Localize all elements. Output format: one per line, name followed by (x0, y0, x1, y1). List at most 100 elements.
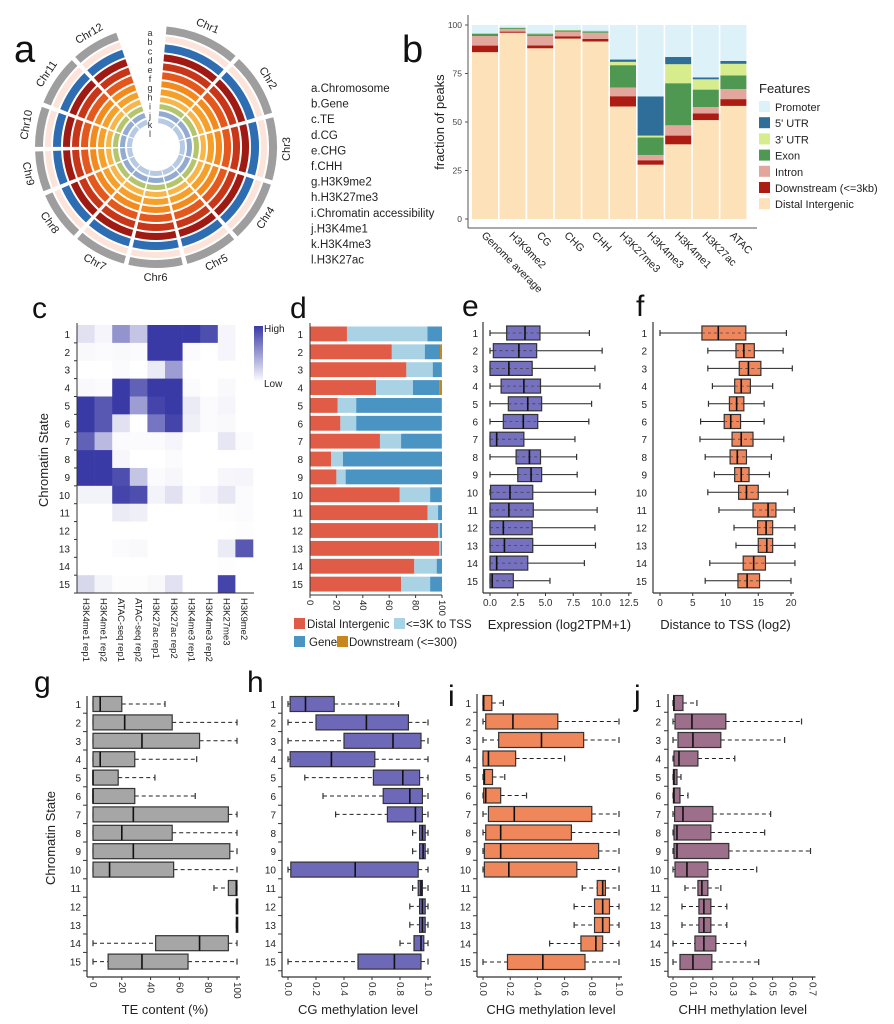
row-label: 1 (270, 700, 276, 711)
x-tick-label: 0.4 (338, 982, 349, 996)
box (502, 413, 539, 430)
bar-segment-intron (582, 32, 609, 39)
heatmap-cell (217, 432, 236, 451)
heatmap-cell (129, 325, 148, 344)
circos-track-g-chr7 (113, 192, 141, 211)
bar-segment-gene (440, 540, 442, 556)
chromosome-label: Chr1 (194, 16, 221, 36)
row-label: 3 (270, 737, 276, 748)
bar-segment-downstream-3kb- (665, 135, 692, 145)
bar-segment--3k-to-tss (401, 576, 431, 592)
bar-segment-intron (499, 28, 526, 32)
row-label: 11 (461, 884, 472, 895)
circos-track-h-chr3 (205, 132, 215, 163)
row-label: 13 (265, 921, 277, 932)
heatmap-cell (200, 360, 219, 379)
heatmap-cell (235, 467, 254, 487)
box (672, 694, 684, 712)
row-label: 4 (641, 382, 647, 393)
row-label: 7 (655, 810, 661, 821)
circos-track-e-chr4 (207, 171, 236, 210)
circos-track-l-chr5 (162, 165, 175, 176)
row-label: 3 (297, 366, 303, 377)
bar-segment-distal-intergenic (310, 326, 347, 342)
heatmap-cell (182, 378, 201, 397)
bar-segment-downstream-3kb- (610, 96, 636, 107)
bar-segment-gene (356, 397, 442, 413)
bar-segment-exon (720, 75, 747, 90)
heatmap-cell (129, 539, 148, 558)
bar-segment-exon (527, 34, 554, 37)
circos-track-f-chr11 (86, 93, 109, 123)
bar-segment--3k-to-tss (346, 326, 428, 342)
heatmap-cell (217, 467, 236, 487)
row-label: 7 (472, 435, 478, 446)
bar-segment-downstream-3kb- (582, 38, 609, 42)
row-label: 9 (465, 847, 471, 858)
row-label: 14 (292, 562, 304, 573)
box (289, 695, 335, 713)
circos-track-j-chr9 (113, 148, 121, 163)
heatmap-cell (112, 432, 131, 451)
heatmap-cell (77, 378, 95, 397)
box (92, 732, 201, 749)
circos-track-k-chr2 (177, 120, 191, 139)
circos-track-j-chr7 (128, 175, 146, 189)
heatmap-cell (112, 503, 131, 522)
legend-swatch (394, 618, 405, 629)
x-tick-label: CHG (562, 230, 587, 255)
track-letter: l (149, 129, 151, 139)
heatmap-cell (182, 360, 201, 379)
row-label: 12 (650, 903, 662, 914)
heatmap-cell (112, 450, 131, 469)
circos-track-b-chr2 (228, 66, 263, 118)
circos-track-j-chr5 (165, 176, 184, 189)
circos-track-h-chr6 (142, 197, 169, 205)
heatmap-cell (165, 450, 183, 469)
column-label: H3K27me3 (221, 598, 232, 646)
track-legend-item: l.H3K27ac (311, 255, 364, 267)
box (315, 714, 410, 731)
box (679, 953, 713, 971)
heatmap-cell (217, 450, 236, 469)
box (485, 824, 573, 841)
y-tick-label: 100 (448, 20, 462, 30)
heatmap-cell (200, 467, 219, 487)
row-label: 9 (641, 471, 647, 482)
circos-track-c-chr3 (247, 121, 260, 176)
bar-segment-distal-intergenic (310, 433, 380, 449)
circos-track-f-chr5 (173, 198, 205, 220)
box (92, 806, 229, 823)
box (92, 769, 119, 786)
x-axis-label: CG methylation level (298, 1002, 418, 1017)
box (673, 824, 712, 841)
bar-segment-gene (440, 523, 442, 538)
heatmap-cell (94, 414, 113, 433)
x-tick-label: 1.0 (422, 982, 433, 996)
heatmap-cell (182, 503, 201, 522)
heatmap-cell (217, 325, 236, 344)
heatmap-cell (200, 342, 219, 362)
bar-segment--3k-to-tss (331, 451, 343, 467)
box (92, 787, 136, 805)
row-label: 14 (460, 940, 472, 951)
row-label: 12 (460, 903, 472, 914)
heatmap-cell (147, 450, 166, 469)
heatmap-cell (129, 467, 148, 487)
x-tick-label: 5 (690, 598, 696, 609)
circos-track-h-chr1 (160, 89, 195, 108)
heatmap-cell (200, 450, 219, 469)
row-label: 14 (467, 559, 479, 570)
row-label: 9 (75, 847, 81, 858)
heatmap-cell (165, 342, 183, 362)
heatmap-cell (200, 325, 219, 344)
row-label: 12 (70, 902, 82, 913)
heatmap-cell (200, 539, 219, 558)
box (92, 824, 173, 841)
row-label: 15 (460, 958, 472, 969)
bar-segment-distal-intergenic (582, 41, 609, 219)
heatmap-cell (217, 360, 236, 379)
legend-swatch (759, 165, 770, 177)
bar-segment-downstream-300- (441, 487, 442, 503)
bar-segment-exon (692, 89, 719, 108)
